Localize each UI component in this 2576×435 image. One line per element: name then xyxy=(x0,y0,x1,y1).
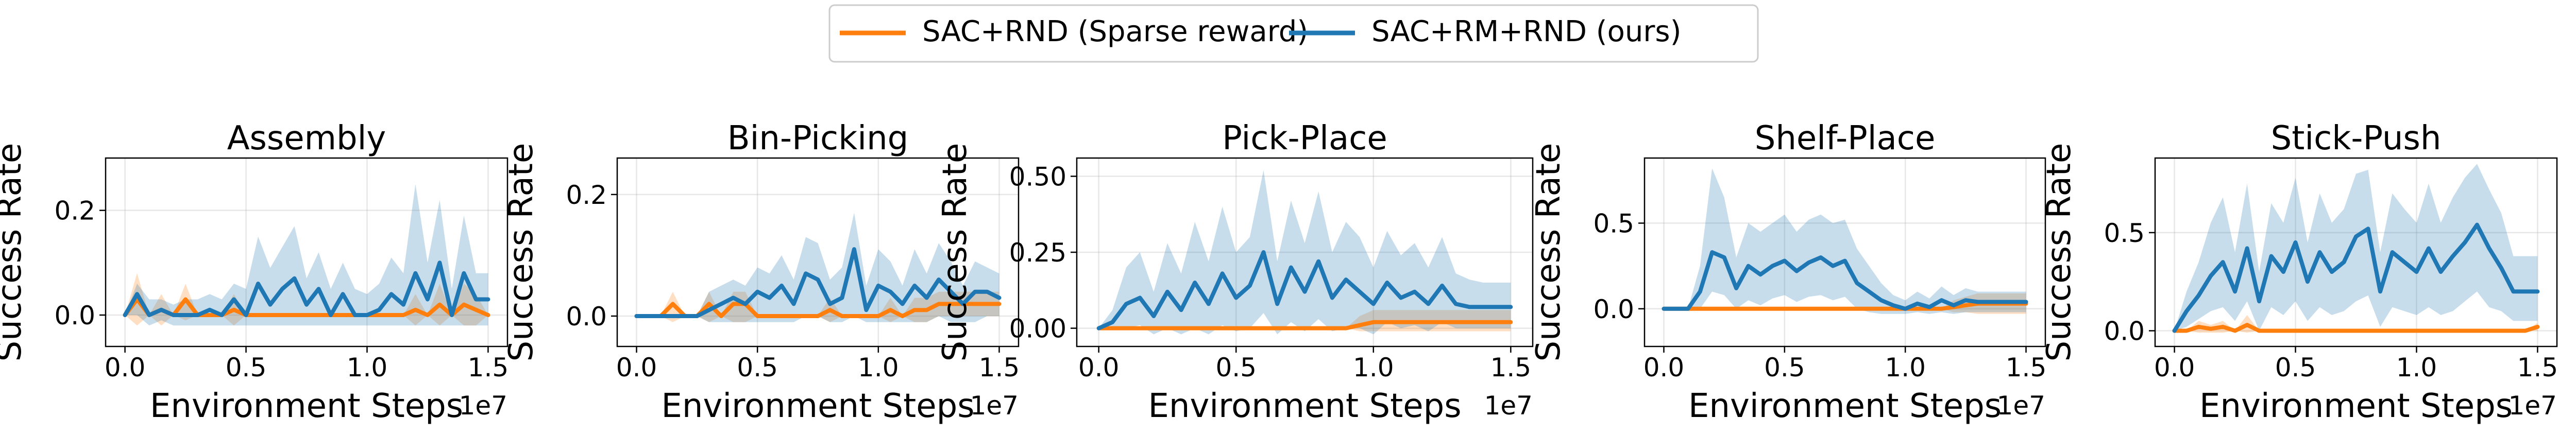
x-tick-label: 0.0 xyxy=(616,353,657,382)
ours-series-line xyxy=(1662,250,2028,311)
ours-series-line xyxy=(1096,250,1513,330)
legend: SAC+RND (Sparse reward) SAC+RM+RND (ours) xyxy=(828,4,1759,63)
x-tick-label: 0.5 xyxy=(1764,353,1805,382)
x-tick-label: 0.5 xyxy=(2275,353,2316,382)
x-tick-label: 0.5 xyxy=(737,353,778,382)
y-tick-label: 0.0 xyxy=(2104,317,2145,346)
x-offset-label: 1e7 xyxy=(1484,391,1533,421)
y-axis-label: Success Rate xyxy=(0,143,29,362)
ours-confidence-band xyxy=(1664,168,2026,314)
y-tick-label: 0.2 xyxy=(54,196,95,226)
sparse-reward-confidence-band xyxy=(125,273,488,326)
y-tick-label: 0.0 xyxy=(54,301,95,330)
sparse-reward-series-line xyxy=(1096,320,1513,330)
plot-area xyxy=(2172,164,2540,333)
x-tick-label: 1.5 xyxy=(468,353,509,382)
x-tick-label: 1.5 xyxy=(2517,353,2558,382)
x-tick-label: 0.0 xyxy=(1078,353,1120,382)
x-offset-label: 1e7 xyxy=(970,391,1019,421)
y-axis-label: Success Rate xyxy=(502,143,540,362)
y-axis-label: Success Rate xyxy=(2040,143,2078,362)
chart-panel: 0.0 0.5 1.0 1.5 0.0 0.2 Bin-Picking Environment… xyxy=(502,119,1020,425)
x-axis-label: Environment Steps xyxy=(1148,387,1461,425)
chart-title: Bin-Picking xyxy=(727,119,909,158)
legend-label-2: SAC+RM+RND (ours) xyxy=(1371,15,1681,48)
chart-panel: 0.0 0.5 1.0 1.5 0.0 0.5 Stick-Push Environment … xyxy=(2040,119,2558,425)
x-axis-label: Environment Steps xyxy=(150,387,463,425)
y-tick-label: 0.50 xyxy=(1009,162,1066,192)
chart-title: Stick-Push xyxy=(2271,119,2442,158)
x-tick-label: 1.0 xyxy=(2396,353,2437,382)
y-tick-label: 0.0 xyxy=(1593,294,1634,324)
x-tick-label: 1.5 xyxy=(2006,353,2047,382)
sparse-reward-confidence-band xyxy=(1098,310,1511,332)
plot-area xyxy=(1662,168,2028,314)
y-tick-label: 0.25 xyxy=(1009,238,1066,268)
y-tick-label: 0.0 xyxy=(566,302,607,332)
y-axis-label: Success Rate xyxy=(1530,143,1568,362)
x-tick-label: 1.0 xyxy=(858,353,899,382)
x-tick-label: 0.5 xyxy=(226,353,267,382)
x-tick-label: 1.0 xyxy=(347,353,388,382)
sparse-reward-series-line xyxy=(123,297,490,317)
x-tick-label: 0.5 xyxy=(1215,353,1257,382)
plot-area xyxy=(123,184,490,326)
x-offset-label: 1e7 xyxy=(2509,391,2557,421)
ours-series-line xyxy=(634,247,1002,318)
chart-panel: 0.0 0.5 1.0 1.5 0.00 0.25 0.50 Pick-Place Enviro… xyxy=(936,119,1534,425)
x-tick-label: 1.5 xyxy=(1490,353,1532,382)
chart-panels: 0.0 0.5 1.0 1.5 0.0 0.2 Assembly Environment St… xyxy=(0,119,2558,425)
x-tick-label: 1.0 xyxy=(1885,353,1926,382)
plot-area xyxy=(634,213,1002,322)
x-tick-label: 0.0 xyxy=(1643,353,1685,382)
axes-frame xyxy=(2154,157,2558,347)
x-axis-label: Environment Steps xyxy=(2199,387,2513,425)
ours-confidence-band xyxy=(2174,164,2538,331)
chart-title: Assembly xyxy=(227,119,386,158)
sparse-reward-series-line xyxy=(1662,301,2028,311)
x-offset-label: 1e7 xyxy=(1997,391,2045,421)
y-axis-label: Success Rate xyxy=(936,143,974,362)
chart-title: Pick-Place xyxy=(1222,119,1387,158)
axes-frame xyxy=(616,157,1020,347)
y-tick-label: 0.5 xyxy=(2104,218,2145,248)
chart-title: Shelf-Place xyxy=(1755,119,1936,158)
x-offset-label: 1e7 xyxy=(459,391,507,421)
axes-frame xyxy=(105,157,509,347)
plot-area xyxy=(1096,170,1513,335)
ours-series-line xyxy=(123,260,490,317)
x-tick-label: 0.0 xyxy=(105,353,146,382)
x-tick-label: 1.0 xyxy=(1353,353,1394,382)
axes-frame xyxy=(1643,157,2046,347)
x-tick-label: 0.0 xyxy=(2154,353,2195,382)
chart-panel: 0.0 0.5 1.0 1.5 0.0 0.5 Shelf-Place Environment… xyxy=(1530,119,2046,425)
x-tick-label: 1.5 xyxy=(979,353,1020,382)
ours-series-line xyxy=(2172,222,2540,333)
ours-confidence-band xyxy=(125,184,488,326)
chart-panel: 0.0 0.5 1.0 1.5 0.0 0.2 Assembly Environment St… xyxy=(0,119,509,425)
x-axis-label: Environment Steps xyxy=(661,387,974,425)
x-axis-label: Environment Steps xyxy=(1688,387,2002,425)
y-tick-label: 0.2 xyxy=(566,180,607,210)
y-tick-label: 0.00 xyxy=(1009,314,1066,344)
legend-label-1: SAC+RND (Sparse reward) xyxy=(922,15,1308,48)
y-tick-label: 0.5 xyxy=(1593,208,1634,238)
sparse-reward-series-line xyxy=(2172,323,2540,333)
